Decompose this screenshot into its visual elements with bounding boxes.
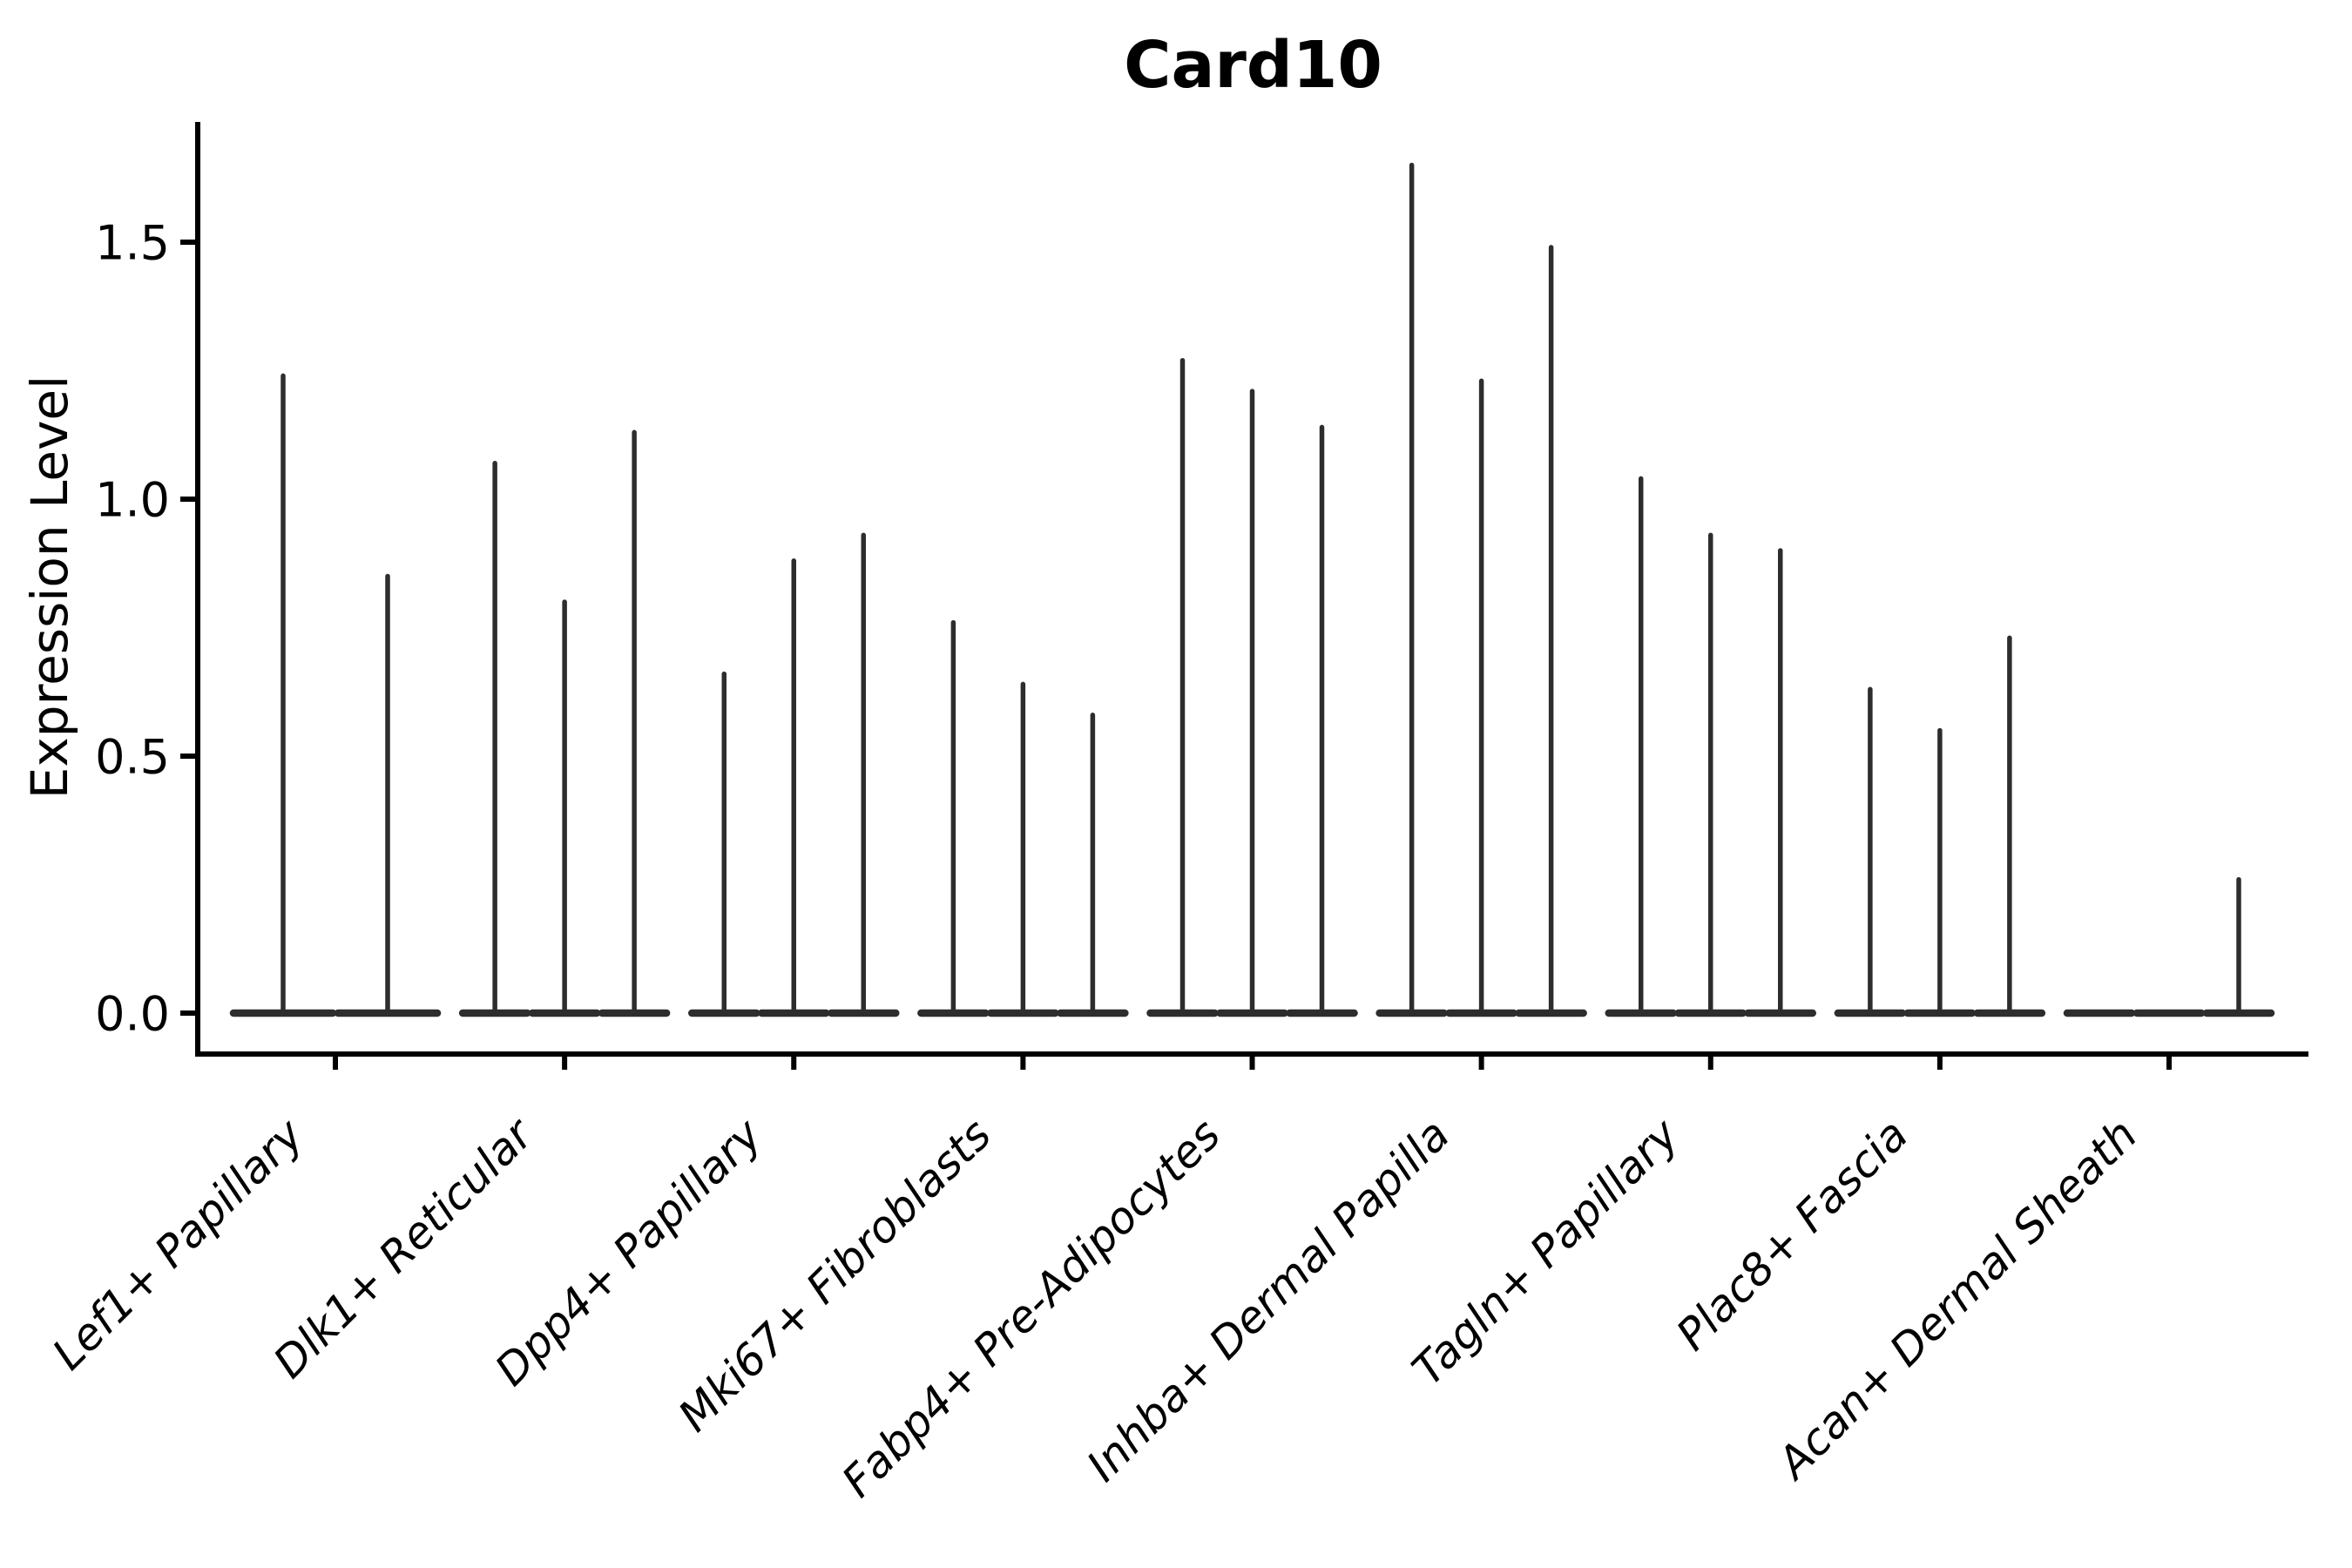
y-tick-label: 1.5	[95, 215, 170, 270]
x-tick-label: Fabp4+ Pre-Adipocytes	[832, 1109, 1230, 1507]
x-tick-label: Plac8+ Fascia	[1666, 1109, 1917, 1360]
y-tick-label: 0.0	[95, 986, 170, 1041]
y-tick-label: 1.0	[95, 472, 170, 527]
y-tick-label: 0.5	[95, 729, 170, 784]
x-tick-label: Inhba+ Dermal Papilla	[1078, 1109, 1459, 1490]
x-tick-label: Lef1+ Papillary	[43, 1108, 314, 1379]
x-tick-label: Acan+ Dermal Sheath	[1767, 1109, 2147, 1490]
chart-title: Card10	[1124, 28, 1382, 103]
